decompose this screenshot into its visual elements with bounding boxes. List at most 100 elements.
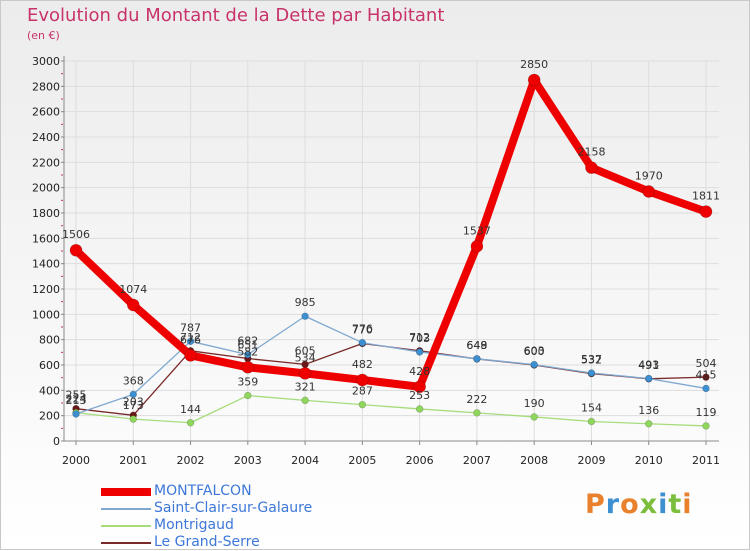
series-point [587, 369, 596, 377]
legend-label: Le Grand-Serre [154, 534, 260, 550]
x-tick-label: 2005 [348, 454, 376, 467]
data-label: 1074 [119, 283, 147, 296]
data-label: 493 [638, 359, 659, 372]
logo-letter: r [605, 489, 621, 520]
y-tick-label: 600 [39, 359, 60, 372]
y-tick-label: 400 [39, 384, 60, 397]
y-tick-label: 1400 [32, 258, 60, 271]
series-line [72, 76, 710, 391]
data-label: 2158 [577, 146, 605, 159]
legend-label: Montrigaud [154, 517, 234, 533]
data-label: 415 [696, 368, 717, 381]
legend-swatch [101, 542, 151, 544]
axes [63, 56, 719, 442]
data-label: 359 [237, 376, 258, 389]
data-label: 2850 [520, 58, 548, 71]
x-tick-label: 2010 [635, 454, 663, 467]
data-labels: 1506 1074 676 582 534 482 428 1537 2850 2158 1970 1… [62, 58, 720, 419]
data-label: 253 [409, 389, 430, 402]
data-label: 787 [180, 321, 201, 334]
data-label: 203 [123, 395, 144, 408]
series-point [470, 240, 484, 253]
x-tick-label: 2000 [62, 454, 90, 467]
series-point [645, 420, 653, 428]
data-label: 648 [466, 339, 487, 352]
x-axis-ticks: 2000 2001 2002 2003 2004 2005 2006 2007 2008 2009… [62, 441, 720, 467]
data-label: 682 [237, 335, 258, 348]
series-point [129, 390, 137, 399]
data-label: 534 [295, 351, 316, 364]
series-point [184, 349, 197, 362]
series-point [186, 419, 195, 427]
series-group [69, 73, 713, 430]
series-point [241, 360, 255, 374]
series-point [301, 396, 309, 405]
series-point [642, 185, 656, 198]
y-tick-label: 1000 [32, 308, 60, 321]
y-tick-label: 2600 [32, 106, 60, 119]
x-tick-label: 2004 [291, 454, 319, 467]
series-point [415, 405, 424, 413]
data-label: 703 [409, 332, 430, 345]
chart-subtitle: (en €) [27, 29, 60, 42]
series-point [298, 367, 312, 380]
data-label: 1970 [635, 169, 663, 182]
data-label: 600 [524, 345, 545, 358]
series-point [702, 373, 710, 381]
series-point [126, 298, 140, 312]
data-label: 428 [409, 365, 430, 378]
data-label: 603 [524, 345, 545, 358]
series-point [530, 413, 538, 421]
series-point [358, 339, 367, 347]
chart-title: Evolution du Montant de la Dette par Hab… [27, 5, 445, 26]
data-label: 532 [581, 354, 602, 367]
series-point [587, 417, 596, 426]
series-point [356, 373, 369, 387]
data-label: 136 [638, 404, 659, 417]
data-label: 712 [180, 331, 201, 344]
data-label: 482 [352, 358, 373, 371]
data-label: 287 [352, 385, 373, 398]
y-axis-ticks: 0 200 400 600 800 1000 1200 1400 1600 1800 2000 220… [32, 55, 64, 448]
series-point [527, 73, 541, 87]
y-tick-label: 1600 [32, 232, 60, 245]
logo-letter: o [620, 489, 640, 520]
y-tick-label: 2200 [32, 156, 60, 169]
series-point [473, 355, 481, 363]
data-label: 119 [696, 406, 717, 419]
data-label: 222 [466, 393, 487, 406]
proxiti-logo: Proxiti [585, 489, 693, 520]
legend-swatch [101, 508, 151, 510]
data-label: 649 [466, 339, 487, 352]
series-line [75, 394, 707, 427]
data-label: 537 [581, 353, 602, 366]
data-label: 504 [696, 357, 717, 370]
series-point [645, 374, 653, 383]
legend-label: MONTFALCON [154, 483, 252, 499]
x-tick-label: 2011 [692, 454, 720, 467]
data-label: 368 [123, 374, 144, 387]
series-point [413, 380, 426, 394]
y-tick-label: 2000 [32, 182, 60, 195]
data-label: 985 [295, 296, 316, 309]
x-tick-label: 2001 [119, 454, 147, 467]
data-label: 676 [180, 333, 201, 346]
y-tick-label: 200 [39, 410, 60, 423]
y-tick-label: 2400 [32, 131, 60, 144]
legend-label: Saint-Clair-sur-Galaure [154, 500, 313, 516]
series-point [530, 360, 538, 369]
data-label: 224 [66, 393, 87, 406]
x-tick-label: 2003 [234, 454, 262, 467]
series-point [186, 337, 195, 346]
logo-letter: x [639, 489, 659, 520]
data-label: 1537 [463, 224, 491, 237]
data-label: 776 [352, 323, 373, 336]
y-tick-label: 0 [53, 435, 60, 448]
series-point [72, 410, 80, 418]
series-point [415, 348, 424, 356]
data-label: 605 [295, 344, 316, 357]
series-point [69, 243, 83, 257]
series-point [702, 422, 710, 430]
data-label: 255 [66, 389, 87, 402]
